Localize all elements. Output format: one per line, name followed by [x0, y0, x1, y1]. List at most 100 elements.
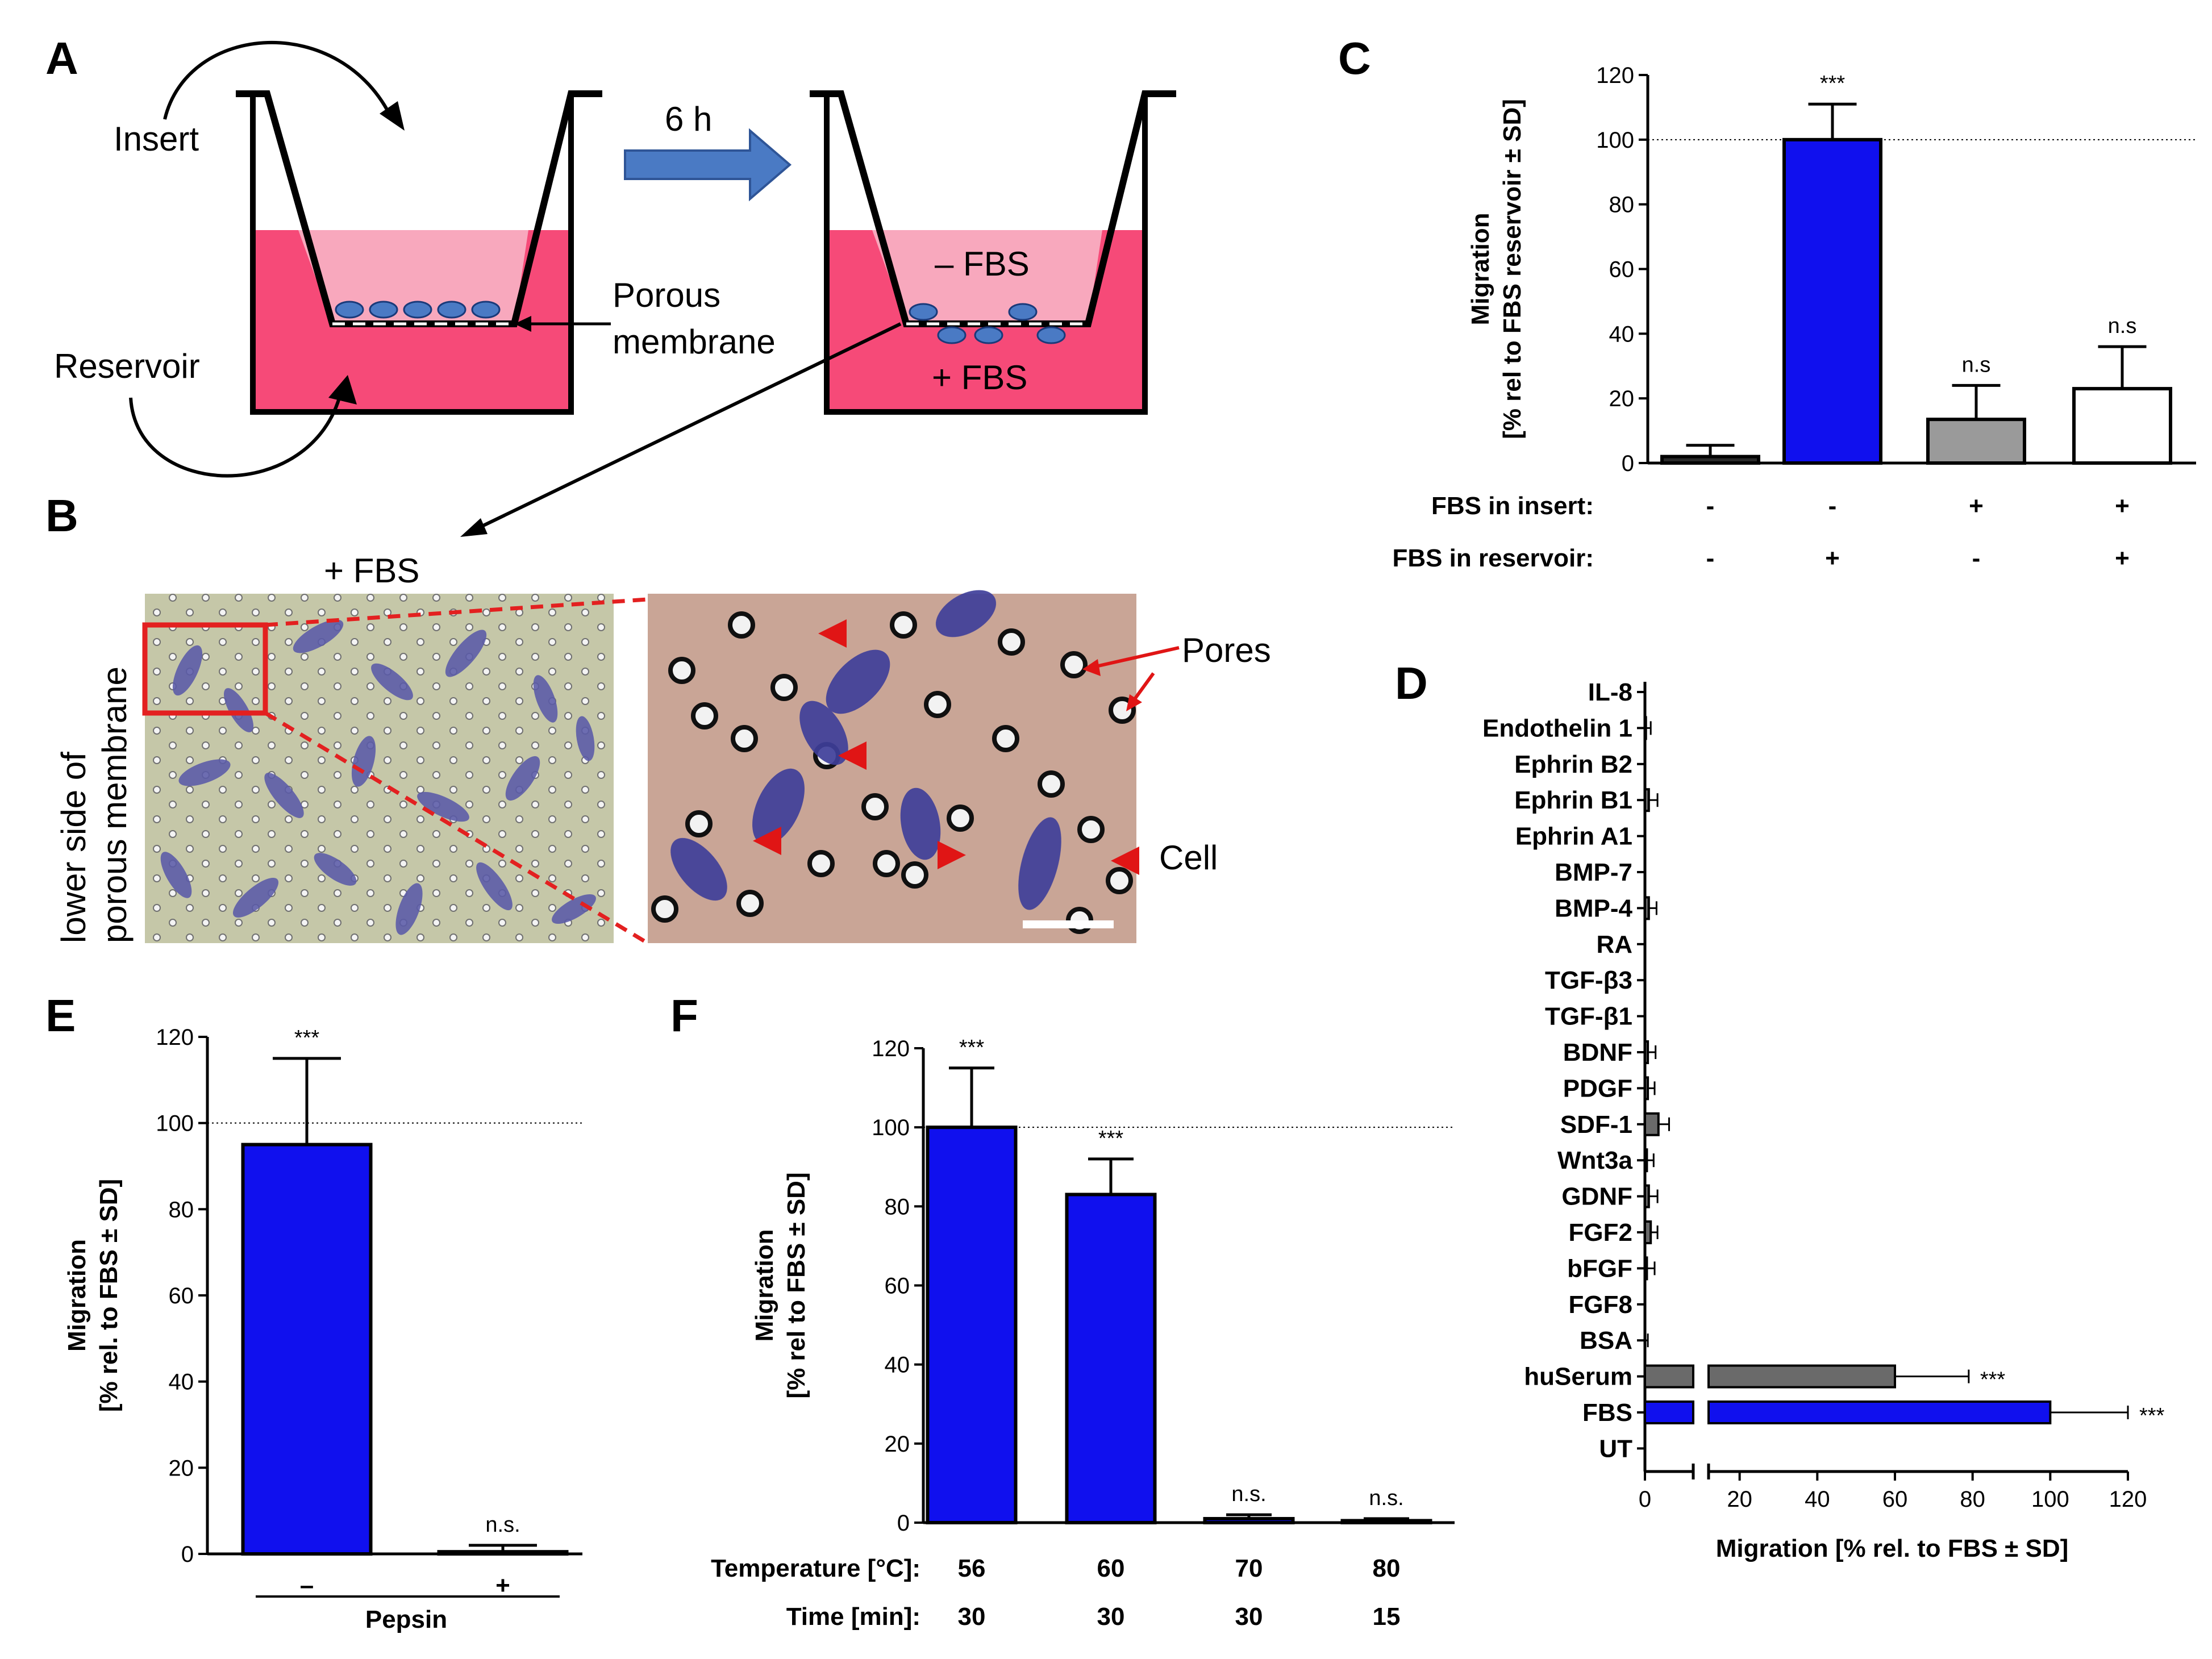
condition-row-label: FBS in insert: — [1431, 492, 1594, 520]
category-label: RA — [1596, 931, 1632, 958]
bar — [1644, 1112, 1660, 1136]
condition-value: 56 — [958, 1554, 986, 1582]
label-minus-fbs: – FBS — [935, 245, 1030, 283]
bar — [1644, 1040, 1649, 1064]
reservoir-wall — [250, 91, 574, 415]
cells-on-top — [335, 301, 501, 319]
category-label: Ephrin B2 — [1514, 751, 1632, 778]
x-tick-label: 0 — [1639, 1487, 1651, 1512]
cell — [937, 326, 967, 344]
category-label: TGF-β3 — [1545, 966, 1632, 994]
panel-e: E 0 20 40 60 80 100 120 Migration [% rel. to FBS… — [45, 990, 582, 1633]
bar — [1782, 137, 1882, 465]
cell — [335, 301, 364, 319]
category-label: PDGF — [1563, 1074, 1632, 1102]
category-label: IL-8 — [1588, 678, 1632, 706]
bar — [1707, 1400, 2052, 1424]
side-label-line1: lower side of — [55, 752, 93, 943]
category-label: UT — [1599, 1435, 1632, 1462]
y-tick-label: 100 — [1596, 128, 1634, 153]
significance-label: n.s — [2108, 314, 2137, 338]
y-tick-label: 80 — [1609, 193, 1635, 218]
significance-label: n.s. — [1231, 1482, 1266, 1506]
category-label: TGF-β1 — [1545, 1003, 1632, 1031]
y-axis-label-line1: Migration — [63, 1239, 91, 1352]
cell — [1036, 326, 1066, 344]
x-tick-label: 40 — [1805, 1487, 1830, 1512]
cell — [403, 301, 432, 319]
cell — [974, 326, 1003, 344]
category-label: bFGF — [1567, 1254, 1632, 1282]
y-tick-label: 0 — [1622, 451, 1634, 476]
condition-value: 80 — [1373, 1554, 1401, 1582]
y-tick-label: 120 — [1596, 63, 1634, 88]
category-label: Ephrin B1 — [1514, 786, 1632, 814]
significance-label: *** — [2139, 1404, 2165, 1428]
cell — [369, 301, 398, 319]
category-label: FBS — [1582, 1399, 1632, 1427]
y-tick-label: 0 — [181, 1542, 194, 1567]
panel-letter-e: E — [45, 990, 76, 1041]
condition-value: 60 — [1097, 1554, 1125, 1582]
y-tick-label: 60 — [169, 1283, 194, 1308]
label-membrane: membrane — [613, 323, 776, 361]
significance-label: *** — [959, 1036, 985, 1060]
y-tick-label: 20 — [885, 1432, 910, 1457]
cell-markers — [753, 619, 1139, 875]
y-axis-label: Migration [% rel to FBS reservoir ± SD] — [1467, 99, 1526, 439]
zoom-line-top — [265, 597, 648, 627]
x-tick-label: 20 — [1727, 1487, 1752, 1512]
condition-value: - — [1706, 492, 1715, 520]
condition-value: 15 — [1373, 1603, 1401, 1631]
label-cell: Cell — [1159, 839, 1218, 877]
condition-value: - — [1828, 492, 1837, 520]
insert-medium — [872, 230, 1102, 324]
pointer-to-micrograph — [470, 322, 902, 533]
significance-label: n.s. — [485, 1513, 520, 1537]
micrograph-zoom — [648, 590, 1139, 943]
x-tick-label: – — [300, 1572, 314, 1599]
condition-value: 30 — [958, 1603, 986, 1631]
bar — [1644, 1364, 1694, 1389]
label-porous: Porous — [613, 276, 720, 314]
cell — [471, 301, 501, 319]
arrowhead — [380, 101, 405, 131]
panel-letter-f: F — [670, 990, 698, 1041]
x-tick-label: + — [495, 1572, 510, 1599]
bar — [1660, 455, 1760, 465]
panel-letter-d: D — [1395, 658, 1428, 708]
micrograph-background — [648, 594, 1136, 943]
insert-medium — [298, 230, 528, 324]
y-tick-label: 60 — [885, 1274, 910, 1299]
well-before — [236, 90, 602, 415]
cell — [437, 301, 466, 319]
condition-value: - — [1972, 544, 1981, 572]
y-tick-label: 60 — [1609, 257, 1635, 282]
reservoir-wall — [824, 91, 1148, 415]
y-axis-label-line2: [% rel to FBS reservoir ± SD] — [1498, 99, 1526, 439]
panel-letter-b: B — [45, 490, 78, 541]
significance-label: *** — [1820, 72, 1846, 95]
y-axis-label-line2: [% rel to FBS ± SD] — [782, 1172, 810, 1398]
condition-row-label: FBS in reservoir: — [1392, 544, 1594, 572]
condition-row-label: Temperature [°C]: — [711, 1554, 920, 1582]
condition-value: + — [2115, 492, 2130, 520]
cell — [909, 303, 938, 321]
x-tick-label: 120 — [2109, 1487, 2147, 1512]
micrograph-overview — [142, 594, 649, 945]
bar — [437, 1550, 569, 1556]
y-tick-label: 100 — [872, 1115, 910, 1140]
bar — [1644, 716, 1647, 740]
bar — [1065, 1193, 1157, 1524]
panel-a: A Insert Reservoir Porous membrane — [45, 33, 1176, 537]
category-label: Wnt3a — [1557, 1147, 1633, 1174]
curved-arrow-reservoir — [129, 391, 343, 478]
category-label: BMP-4 — [1555, 894, 1632, 922]
label-reservoir: Reservoir — [54, 347, 200, 385]
y-axis-label-line2: [% rel. to FBS ± SD] — [95, 1179, 123, 1412]
pointer-pores — [1090, 646, 1180, 669]
condition-row-label: Time [min]: — [786, 1603, 920, 1631]
condition-value: - — [1706, 544, 1715, 572]
